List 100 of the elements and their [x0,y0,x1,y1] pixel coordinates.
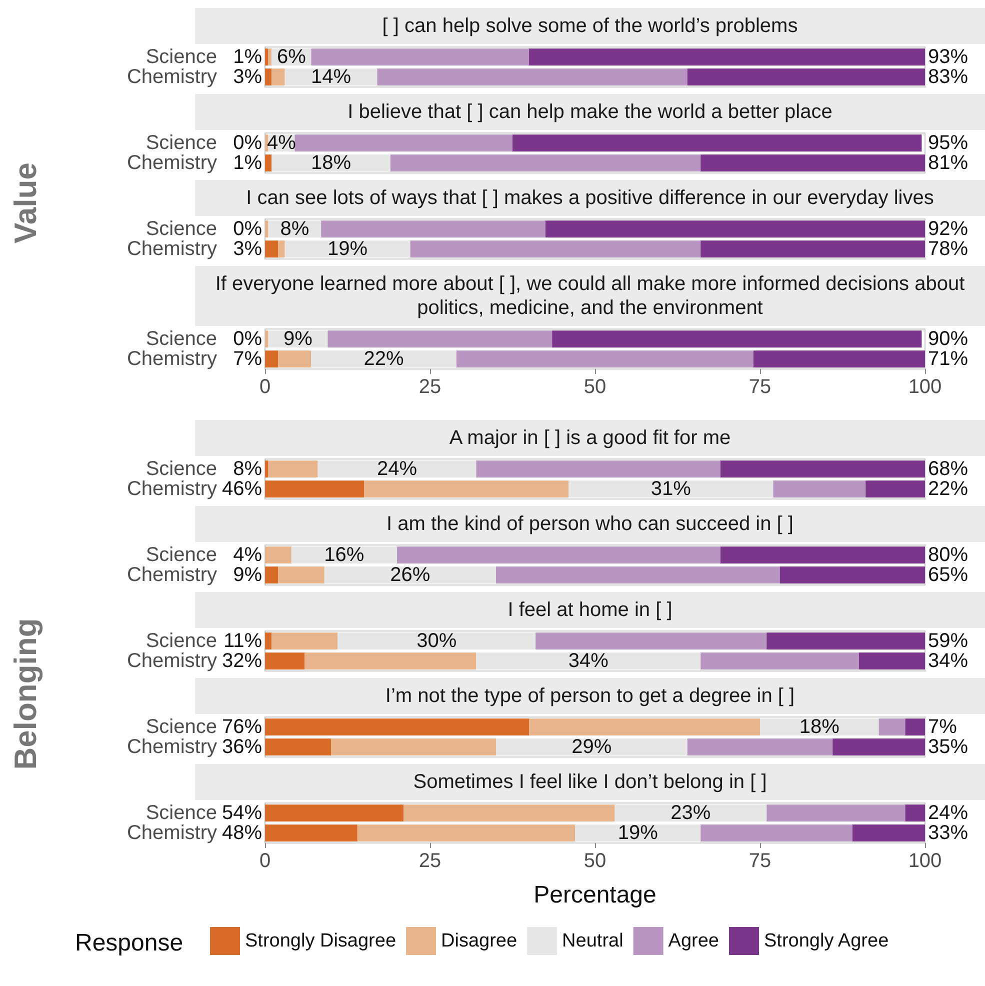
bar [700,154,925,172]
x-tick-label: 25 [418,376,442,398]
text: 0% [233,218,262,240]
text: 24% [928,802,968,824]
chart-title: Sometimes I feel like I don’t belong in [ ] [195,764,985,800]
bar [404,804,615,822]
x-tick-label: 75 [748,850,772,872]
bar [265,566,278,584]
y-tick-label: Chemistry [126,478,217,500]
bar [496,738,688,756]
text: 7% [928,716,958,738]
legend-label: Disagree [441,930,518,952]
bar [265,824,358,842]
bar [294,134,512,152]
bar [905,718,925,736]
data-label: 18% [799,716,840,738]
bar [278,350,312,368]
x-tick-label: 0 [259,376,271,398]
bar [364,480,569,498]
data-label: 30% [416,630,457,652]
text: 9% [233,564,262,586]
bar [318,460,476,478]
bar [496,566,780,584]
bar [265,240,278,258]
y-tick-label: Chemistry [126,564,217,586]
text: 3% [233,66,262,88]
bar [268,460,318,478]
text: 22% [928,478,968,500]
bar [265,134,268,152]
chart-title: A major in [ ] is a good fit for me [195,420,985,456]
bar [687,68,925,86]
text: 35% [928,736,968,758]
legend-label: Neutral [562,930,624,952]
bar [265,804,404,822]
bar [272,68,285,86]
y-tick-label: Science [146,802,217,824]
bar [311,48,529,66]
data-label: 34% [568,650,609,672]
x-tick-label: 75 [748,376,772,398]
chart-title: If everyone learned more about [ ], we could all make more informed decisions about politics, medicine, and the environment [195,266,985,326]
bar [512,134,922,152]
data-label: 26% [390,564,430,586]
bar [390,154,701,172]
text: 32% [222,650,262,672]
bar [529,48,925,66]
bar [265,480,364,498]
y-tick-label: Chemistry [126,822,217,844]
bar [268,48,272,66]
text: 48% [222,822,262,844]
text: 8% [233,458,262,480]
bar [265,68,272,86]
chart-title: I can see lots of ways that [ ] makes a positive difference in our everyday lives [195,180,985,216]
text: 0% [233,132,262,154]
chart-title: [ ] can help solve some of the world’s problems [195,8,985,44]
y-tick-label: Chemistry [126,348,217,370]
bar [265,460,268,478]
bar [265,652,305,670]
bar [311,350,456,368]
bar [265,48,268,66]
data-label: 18% [310,152,352,174]
data-label: 19% [618,822,658,844]
data-label: 8% [280,218,310,240]
data-label: 31% [650,478,692,500]
bar [773,480,866,498]
bar [529,718,760,736]
bar [720,546,925,564]
legend-label: Agree [668,930,720,952]
text: 46% [222,478,262,500]
bar [410,240,701,258]
bar [321,220,546,238]
bar [546,220,925,238]
chart-title: I am the kind of person who can succeed in [ ] [195,506,985,542]
data-label: 4% [267,132,296,154]
y-axis-title: Belonging [8,618,44,770]
data-label: 19% [327,238,368,260]
bar [568,480,774,498]
bar [377,68,688,86]
data-label: 24% [376,458,418,480]
bar [476,460,720,478]
bar [272,632,338,650]
text: 11% [223,630,262,652]
bar [780,566,925,584]
x-axis-title: Percentage [534,882,656,908]
y-tick-label: Science [146,458,217,480]
text: 76% [222,716,262,738]
bar [265,220,268,238]
x-tick-label: 0 [259,850,271,872]
bar [687,738,833,756]
bar [357,824,576,842]
bar [766,804,906,822]
bar [331,738,496,756]
bar [265,632,272,650]
text: 33% [928,822,968,844]
text: 3% [233,238,262,260]
text: 83% [928,66,968,88]
text: 59% [928,630,968,652]
text: 78% [928,238,968,260]
bar [753,350,925,368]
bar [476,652,701,670]
text: 1% [233,46,262,68]
